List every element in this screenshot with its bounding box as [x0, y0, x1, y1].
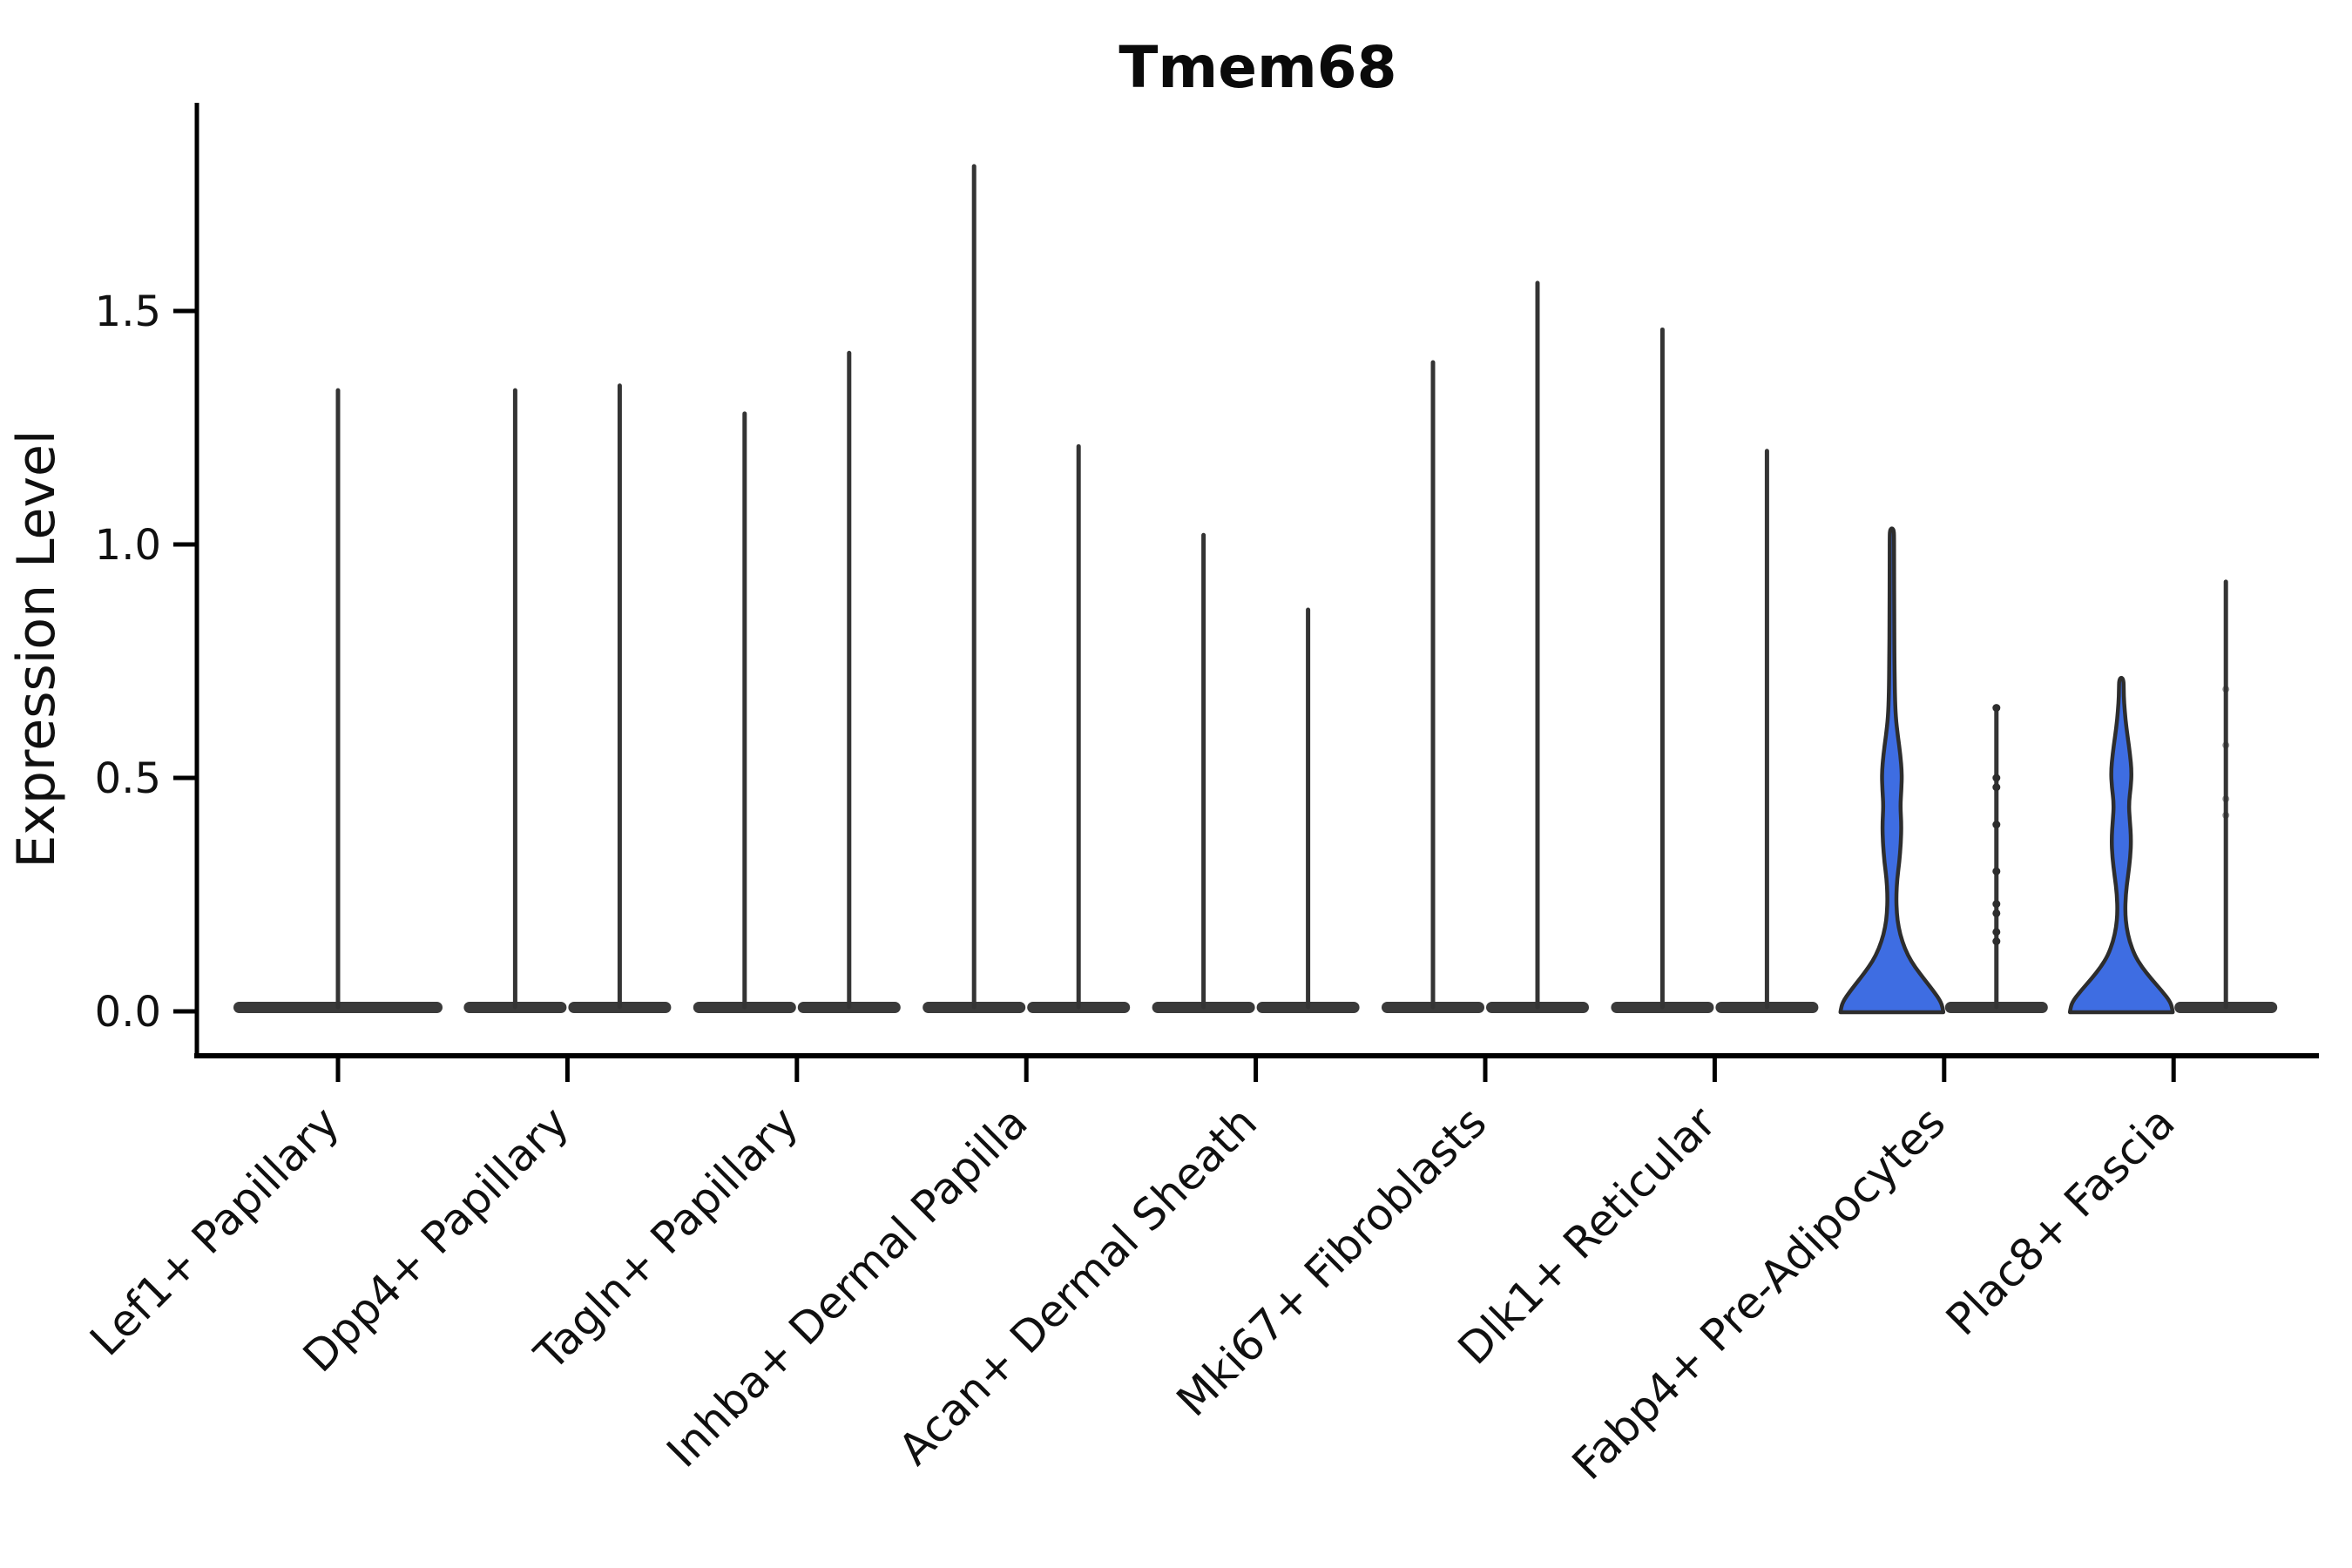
- violin-2-0: [693, 411, 796, 1013]
- violin-1-1: [568, 383, 672, 1013]
- violin-group-5: [1382, 280, 1589, 1013]
- jitter-point: [1992, 900, 2001, 909]
- violin-3-0: [923, 164, 1026, 1013]
- violin-6-0: [1611, 327, 1714, 1013]
- violin-group-8: [2067, 579, 2278, 1015]
- x-tick-label: Plac8+ Fascia: [1936, 1097, 2185, 1345]
- jitter-point: [1992, 928, 2001, 936]
- chart-title: Tmem68: [1119, 34, 1396, 101]
- violin-group-4: [1152, 532, 1360, 1013]
- violin-7-1: [1944, 704, 2048, 1013]
- violin-body: [1838, 526, 1946, 1015]
- violin-4-1: [1256, 607, 1360, 1013]
- violin-group-0: [233, 388, 443, 1013]
- jitter-point: [1992, 774, 2001, 782]
- violin-8-1: [2174, 579, 2278, 1013]
- jitter-point: [1992, 937, 2001, 946]
- violin-4-0: [1152, 532, 1255, 1013]
- jitter-point: [1992, 867, 2001, 875]
- y-axis-label: Expression Level: [6, 429, 67, 868]
- x-tick-label: Lef1+ Papillary: [80, 1097, 348, 1365]
- violin-group-7: [1838, 526, 2048, 1015]
- y-tick-label: 0.5: [95, 754, 161, 803]
- violin-8-0: [2067, 675, 2175, 1015]
- violin-6-1: [1715, 449, 1819, 1013]
- violin-3-1: [1027, 443, 1131, 1013]
- y-tick-label: 1.0: [95, 521, 161, 570]
- violin-1-0: [463, 388, 567, 1013]
- violin-7-0: [1838, 526, 1946, 1015]
- violin-group-2: [693, 350, 901, 1013]
- violin-group-1: [463, 383, 672, 1013]
- violin-body: [2067, 675, 2175, 1015]
- jitter-point: [2222, 686, 2230, 693]
- jitter-point: [2222, 741, 2230, 749]
- violin-group-3: [923, 164, 1131, 1013]
- jitter-point: [1992, 783, 2001, 792]
- jitter-point: [2222, 795, 2230, 803]
- jitter-point: [2222, 811, 2230, 819]
- violin-0-0: [233, 388, 443, 1013]
- jitter-point: [1992, 704, 2001, 713]
- violin-marks: [233, 164, 2278, 1015]
- violin-5-1: [1486, 280, 1589, 1013]
- y-tick-label: 1.5: [95, 287, 161, 336]
- jitter-point: [1992, 909, 2001, 917]
- y-tick-label: 0.0: [95, 988, 161, 1037]
- violin-2-1: [797, 350, 901, 1013]
- x-tick-label: Fabp4+ Pre-Adipocytes: [1563, 1097, 1956, 1490]
- violin-5-0: [1382, 360, 1484, 1013]
- jitter-point: [1992, 821, 2001, 829]
- violin-group-6: [1611, 327, 1819, 1013]
